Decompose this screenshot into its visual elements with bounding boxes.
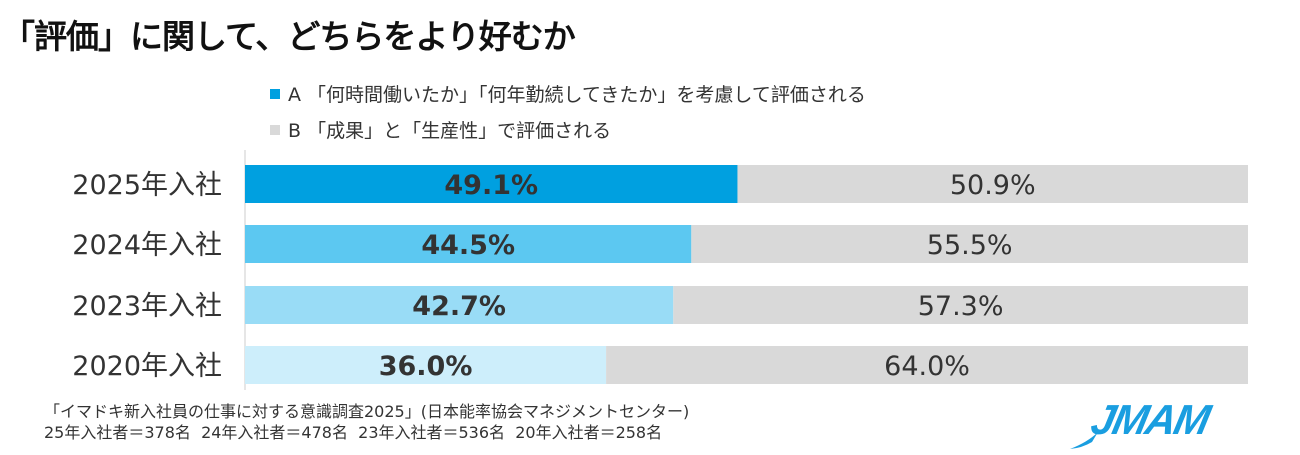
legend-item-b: B 「成果」と「生産性」で評価される bbox=[270, 116, 611, 143]
source-line-2: 25年入社者＝378名 24年入社者＝478名 23年入社者＝536名 20年入… bbox=[44, 423, 663, 442]
legend-label-b: B 「成果」と「生産性」で評価される bbox=[288, 120, 612, 142]
legend-swatch-b bbox=[270, 124, 280, 135]
bar-a bbox=[245, 286, 674, 324]
legend-label-a: A 「何時間働いたか」「何年勤続してきたか」を考慮して評価される bbox=[288, 84, 866, 106]
bar-a bbox=[245, 225, 692, 263]
bar-a bbox=[245, 346, 607, 384]
bar-a bbox=[245, 165, 738, 203]
data-label-a: 36.0% bbox=[379, 351, 473, 382]
data-label-a: 42.7% bbox=[412, 291, 506, 322]
source-note: 「イマドキ新入社員の仕事に対する意識調査2025」(日本能率協会マネジメントセン… bbox=[44, 401, 689, 443]
category-label: 2023年入社 bbox=[72, 291, 222, 322]
jmam-logo: JMAM bbox=[1070, 396, 1216, 449]
bar-b bbox=[737, 165, 1248, 203]
category-label: 2024年入社 bbox=[72, 230, 222, 261]
svg-text:JMAM: JMAM bbox=[1087, 396, 1216, 442]
bar-b bbox=[691, 225, 1248, 263]
data-label-a: 44.5% bbox=[421, 230, 515, 261]
data-label-b: 55.5% bbox=[927, 230, 1013, 261]
data-label-b: 50.9% bbox=[950, 170, 1036, 201]
category-label: 2020年入社 bbox=[72, 351, 222, 382]
bar-b bbox=[606, 346, 1248, 384]
legend-item-a: A 「何時間働いたか」「何年勤続してきたか」を考慮して評価される bbox=[270, 80, 866, 107]
legend-swatch-a bbox=[270, 88, 280, 99]
chart-title: 「評価」に関して、どちらをより好むか bbox=[2, 17, 576, 56]
bar-chart: 2025年入社 49.1% 50.9% 2024年入社 44.5% 55.5% 2023年入… bbox=[72, 150, 1248, 390]
data-label-b: 57.3% bbox=[918, 291, 1004, 322]
source-line-1: 「イマドキ新入社員の仕事に対する意識調査2025」(日本能率協会マネジメントセン… bbox=[44, 402, 690, 421]
data-label-b: 64.0% bbox=[884, 351, 970, 382]
category-label: 2025年入社 bbox=[72, 170, 222, 201]
bar-b bbox=[673, 286, 1248, 324]
data-label-a: 49.1% bbox=[444, 170, 538, 201]
